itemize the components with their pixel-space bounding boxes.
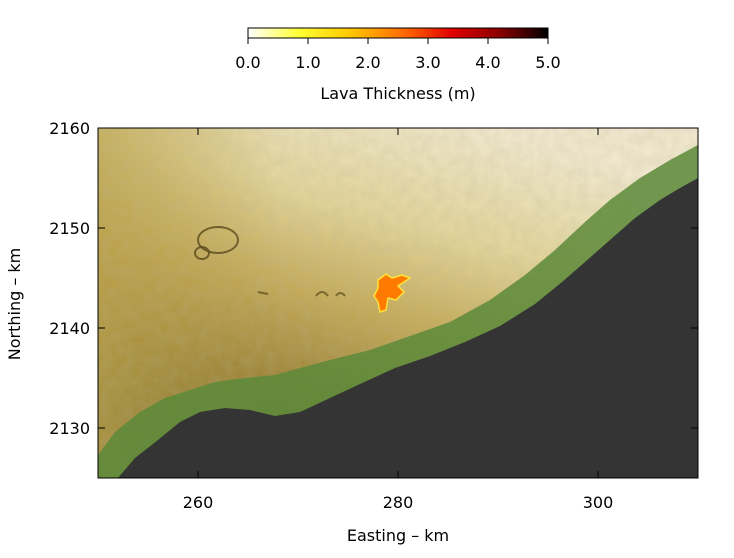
y-axis-title: Northing – km bbox=[5, 248, 24, 361]
colorbar-tick-label: 5.0 bbox=[535, 53, 560, 72]
colorbar-tick-label: 3.0 bbox=[415, 53, 440, 72]
x-tick-label: 280 bbox=[383, 493, 414, 512]
ocean bbox=[118, 178, 698, 478]
colorbar-gradient bbox=[247, 27, 549, 39]
colorbar-title: Lava Thickness (m) bbox=[320, 84, 475, 103]
map-plot-area bbox=[98, 128, 698, 478]
y-tick-label: 2160 bbox=[49, 119, 90, 138]
y-axis: 2160 2150 2140 2130 bbox=[49, 119, 698, 438]
x-tick-label: 260 bbox=[183, 493, 214, 512]
crater-pit bbox=[194, 246, 210, 260]
x-tick-label: 300 bbox=[583, 493, 614, 512]
x-axis: 260 280 300 bbox=[183, 128, 614, 512]
x-axis-title: Easting – km bbox=[347, 526, 449, 545]
lava-flow bbox=[373, 273, 412, 313]
crater-features bbox=[194, 226, 346, 297]
colorbar-tick-label: 4.0 bbox=[475, 53, 500, 72]
colorbar-tick-label: 2.0 bbox=[355, 53, 380, 72]
fissure-marks bbox=[257, 291, 346, 297]
colorbar-ticks: 0.0 1.0 2.0 3.0 4.0 5.0 bbox=[235, 38, 561, 72]
colorbar-tick-label: 1.0 bbox=[295, 53, 320, 72]
crater-ring bbox=[197, 226, 239, 254]
colorbar: 0.0 1.0 2.0 3.0 4.0 5.0 Lava Thickness (m) bbox=[235, 27, 561, 103]
colorbar-tick-label: 0.0 bbox=[235, 53, 260, 72]
y-tick-label: 2140 bbox=[49, 319, 90, 338]
y-tick-label: 2130 bbox=[49, 419, 90, 438]
y-tick-label: 2150 bbox=[49, 219, 90, 238]
